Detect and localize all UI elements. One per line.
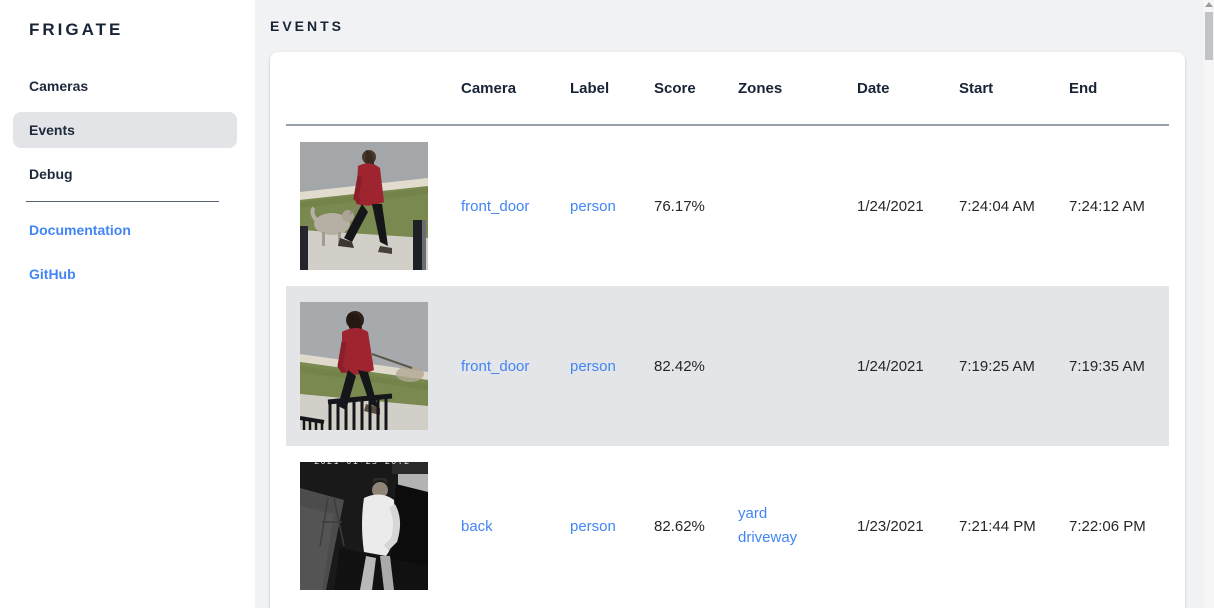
sidebar-link-documentation[interactable]: Documentation [13,212,237,248]
sidebar: FRIGATE Cameras Events Debug Documentati… [0,0,255,608]
event-thumbnail-image [300,302,428,430]
event-start-time: 7:21:44 PM [959,517,1036,535]
app-logo[interactable]: FRIGATE [29,20,124,39]
column-header-start: Start [959,79,994,97]
column-header-camera: Camera [461,79,517,97]
event-date: 1/24/2021 [857,357,924,375]
event-camera-link[interactable]: front_door [461,357,530,375]
table-row: front_door person 82.42% 1/24/2021 7:19:… [286,286,1169,446]
sidebar-link-label: Documentation [29,222,131,238]
thumbnail-art-person-railing [300,302,428,430]
event-thumbnail-cell [286,142,453,270]
event-score: 82.62% [654,517,705,535]
event-zones: yard driveway [730,502,849,550]
sidebar-item-label: Debug [29,166,73,182]
scrollbar-thumb[interactable] [1205,12,1213,60]
events-card: Camera Label Score Zones Date Start End [270,52,1185,608]
event-start-time: 7:24:04 AM [959,197,1035,215]
sidebar-item-events[interactable]: Events [13,112,237,148]
event-thumbnail-image: 2021-01-23 20:2 [300,462,428,590]
sidebar-item-debug[interactable]: Debug [13,156,237,192]
column-header-score: Score [654,79,696,97]
sidebar-link-label: GitHub [29,266,76,282]
event-end-time: 7:19:35 AM [1069,357,1145,375]
event-zone-link[interactable]: yard [738,505,768,522]
sidebar-nav: Cameras Events Debug Documentation GitHu… [0,68,255,292]
event-label-link[interactable]: person [570,197,616,215]
event-label-link[interactable]: person [570,357,616,375]
thumbnail-art-person-dog [300,142,428,270]
thumbnail-timestamp-overlay: 2021-01-23 20:2 [314,462,411,467]
page-title: EVENTS [270,18,345,34]
event-end-time: 7:24:12 AM [1069,197,1145,215]
event-zone-link[interactable]: driveway [738,529,798,546]
thumbnail-art-night-person [300,462,428,590]
event-thumbnail-image [300,142,428,270]
event-end-time: 7:22:06 PM [1069,517,1146,535]
sidebar-link-github[interactable]: GitHub [13,256,237,292]
vertical-scrollbar[interactable] [1204,0,1214,608]
column-header-label: Label [570,79,610,97]
sidebar-item-label: Events [29,122,75,138]
column-header-end: End [1069,79,1098,97]
event-camera-link[interactable]: front_door [461,197,530,215]
column-header-zones: Zones [738,79,783,97]
event-date: 1/23/2021 [857,517,924,535]
table-row: 2021-01-23 20:2 back person 82.62% yard … [286,446,1169,606]
event-score: 76.17% [654,197,705,215]
sidebar-item-label: Cameras [29,78,89,94]
event-date: 1/24/2021 [857,197,924,215]
column-header-date: Date [857,79,890,97]
main-content: EVENTS Camera Label Score Zones Date Sta… [255,0,1214,608]
event-camera-link[interactable]: back [461,517,493,535]
scrollbar-up-arrow-icon[interactable] [1205,2,1213,7]
event-start-time: 7:19:25 AM [959,357,1035,375]
event-label-link[interactable]: person [570,517,616,535]
event-thumbnail-cell: 2021-01-23 20:2 [286,462,453,590]
event-thumbnail-cell [286,302,453,430]
sidebar-divider [26,201,219,202]
table-header-row: Camera Label Score Zones Date Start End [286,52,1169,126]
event-score: 82.42% [654,357,705,375]
sidebar-item-cameras[interactable]: Cameras [13,68,237,104]
table-row: front_door person 76.17% 1/24/2021 7:24:… [286,126,1169,286]
